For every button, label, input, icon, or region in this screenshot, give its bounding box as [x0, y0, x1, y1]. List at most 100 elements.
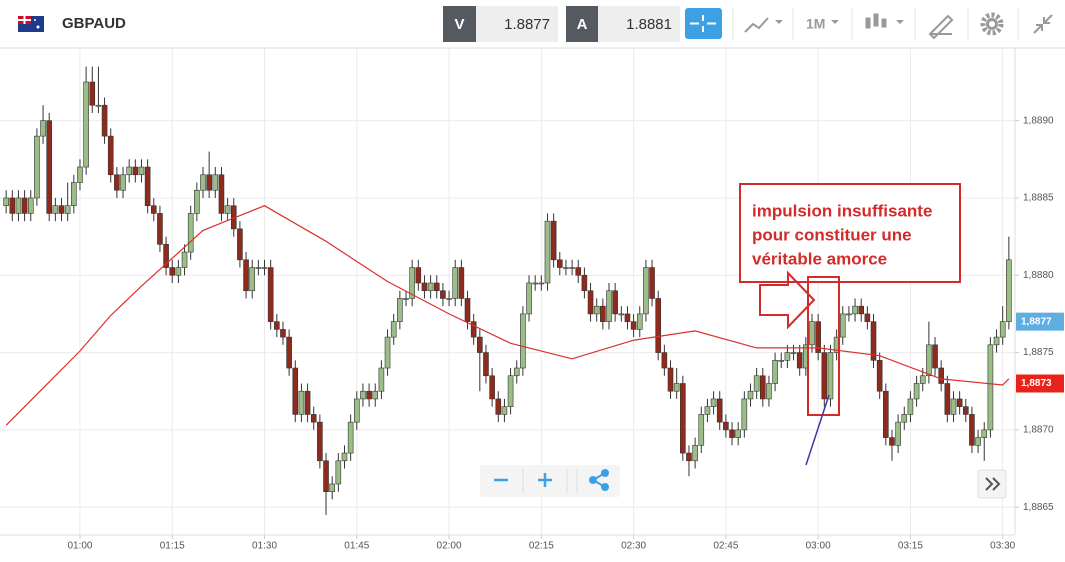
candle-body	[729, 429, 735, 438]
candle-body	[144, 166, 151, 206]
candle-body	[581, 274, 588, 292]
candle-body	[157, 213, 163, 245]
y-tick-label: 1,8870	[1023, 425, 1054, 436]
candle-body	[563, 267, 569, 269]
candle-body	[889, 437, 895, 446]
price-marker	[1016, 374, 1064, 393]
candle-body	[378, 367, 385, 392]
candle-body	[440, 290, 446, 299]
candle-body	[3, 197, 9, 206]
ask-box[interactable]	[598, 6, 680, 42]
candle-body	[630, 321, 637, 330]
candle-body	[661, 352, 668, 369]
candle-body	[901, 414, 908, 423]
candle-body	[347, 421, 354, 454]
candle-body	[618, 313, 625, 316]
candle-body	[206, 174, 212, 191]
candle-body	[587, 290, 594, 315]
x-tick-label: 01:00	[67, 541, 92, 552]
candle-body	[520, 313, 526, 369]
candle-body	[187, 213, 194, 253]
plot-area	[3, 66, 1012, 515]
candle-body	[243, 259, 249, 292]
candle-body	[9, 197, 16, 214]
candle-body	[680, 383, 686, 454]
candle-body	[292, 367, 299, 415]
candle-body	[200, 174, 206, 191]
candle-body	[593, 305, 600, 315]
candle-body	[1006, 259, 1012, 322]
candle-body	[716, 398, 723, 423]
candle-body	[169, 267, 176, 276]
candle-body	[40, 120, 46, 137]
ask-badge	[566, 6, 598, 42]
share-button[interactable]	[589, 469, 609, 491]
candle-body	[163, 244, 169, 268]
candle-body	[544, 220, 551, 284]
candle-body	[427, 282, 434, 292]
candle-body	[919, 375, 926, 384]
candle-body	[741, 398, 748, 431]
candle-body	[649, 267, 655, 299]
candle-body	[883, 390, 889, 438]
x-tick-label: 02:15	[529, 541, 554, 552]
candle-body	[120, 174, 126, 191]
x-tick-label: 01:30	[252, 541, 277, 552]
candle-body	[772, 359, 778, 384]
zoom-in-button[interactable]	[538, 473, 552, 487]
candle-body	[310, 414, 317, 423]
candle-body	[827, 352, 834, 400]
candle-body	[932, 344, 938, 369]
candle-body	[698, 414, 705, 446]
bid-badge	[443, 6, 476, 42]
candle-body	[612, 290, 618, 315]
candle-body	[280, 329, 286, 338]
candle-body	[224, 205, 231, 214]
candle-body	[556, 259, 563, 268]
crosshair-button[interactable]	[685, 8, 722, 39]
pointer-line	[805, 394, 830, 466]
candle-body	[846, 313, 852, 316]
chart-type-button[interactable]	[744, 17, 783, 33]
candle-body	[913, 383, 920, 400]
candle-body	[27, 197, 34, 214]
annotation-line: véritable amorce	[752, 249, 887, 268]
highlight-box	[807, 276, 840, 416]
candle-body	[926, 344, 932, 377]
candle-body	[421, 282, 428, 292]
candle-body	[704, 406, 711, 415]
candle-body	[446, 298, 452, 300]
candle-body	[969, 414, 975, 446]
candle-body	[58, 205, 65, 214]
candle-body	[52, 205, 59, 214]
candle-body	[107, 135, 114, 176]
candle-body	[390, 321, 397, 338]
draw-tool-button[interactable]	[928, 14, 954, 40]
candle-body	[710, 398, 717, 407]
settings-button[interactable]	[980, 12, 1004, 36]
candle-body	[335, 460, 342, 485]
bid-price: 1.8877	[504, 16, 550, 33]
candle-body	[778, 359, 785, 362]
candle-body	[267, 267, 274, 322]
x-tick-label: 01:45	[344, 541, 369, 552]
bid-label: V	[454, 16, 464, 33]
candle-body	[34, 135, 40, 199]
candle-body	[956, 398, 963, 407]
y-tick-label: 1,8890	[1023, 115, 1054, 126]
scroll-right-button[interactable]	[977, 469, 1007, 499]
zoom-controls	[480, 465, 620, 497]
candle-body	[606, 290, 612, 322]
candle-body	[77, 166, 83, 183]
candle-body	[655, 298, 662, 353]
timeframe[interactable]: 1M	[806, 16, 825, 32]
candle-body	[89, 81, 96, 106]
bid-box[interactable]	[476, 6, 558, 42]
annotation-line: pour constituer une	[752, 225, 912, 244]
candle-body	[975, 437, 981, 446]
candle-body	[864, 313, 871, 322]
candle-body	[876, 359, 883, 392]
ask-price: 1.8881	[626, 16, 672, 33]
candle-type-button[interactable]	[865, 13, 904, 29]
collapse-button[interactable]	[1033, 14, 1053, 34]
